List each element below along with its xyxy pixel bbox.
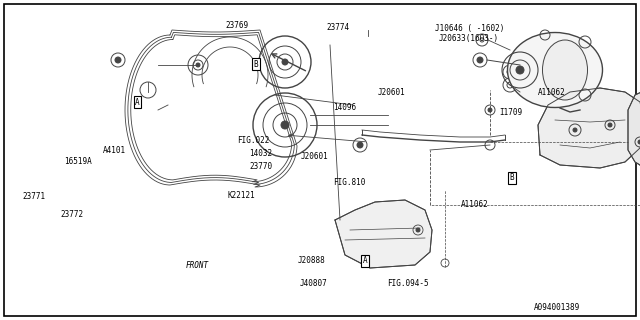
Text: B: B <box>509 173 515 182</box>
Circle shape <box>115 57 121 63</box>
Text: FIG.810: FIG.810 <box>333 178 365 187</box>
Circle shape <box>573 128 577 132</box>
Text: A: A <box>362 256 367 265</box>
Circle shape <box>416 228 420 232</box>
Text: 14096: 14096 <box>333 103 356 112</box>
Text: J20888: J20888 <box>298 256 325 265</box>
Text: I1709: I1709 <box>499 108 522 116</box>
Circle shape <box>516 66 524 74</box>
Circle shape <box>196 63 200 67</box>
Polygon shape <box>335 200 432 268</box>
Text: 23774: 23774 <box>326 23 349 32</box>
Polygon shape <box>628 88 640 175</box>
Circle shape <box>282 59 288 65</box>
Text: A11062: A11062 <box>538 88 565 97</box>
Text: 23771: 23771 <box>22 192 45 201</box>
Text: A094001389: A094001389 <box>534 303 580 312</box>
Circle shape <box>608 123 612 127</box>
Text: J40807: J40807 <box>300 279 327 288</box>
Text: J10646 ( -1602): J10646 ( -1602) <box>435 24 504 33</box>
Polygon shape <box>538 88 640 168</box>
Text: J20601: J20601 <box>301 152 328 161</box>
Circle shape <box>357 142 363 148</box>
Text: FRONT: FRONT <box>186 261 209 270</box>
Text: 16519A: 16519A <box>64 157 92 166</box>
Text: B: B <box>253 60 259 68</box>
Circle shape <box>638 140 640 144</box>
Text: 23770: 23770 <box>250 162 273 171</box>
Text: K22121: K22121 <box>227 191 255 200</box>
Text: A4101: A4101 <box>102 146 125 155</box>
Ellipse shape <box>543 40 588 100</box>
Circle shape <box>477 57 483 63</box>
Ellipse shape <box>508 33 602 108</box>
Text: 23772: 23772 <box>61 210 84 219</box>
Text: 23769: 23769 <box>225 21 248 30</box>
Circle shape <box>488 108 492 112</box>
Text: A11062: A11062 <box>461 200 488 209</box>
Text: 14032: 14032 <box>250 149 273 158</box>
Circle shape <box>281 121 289 129</box>
Text: FIG.022: FIG.022 <box>237 136 269 145</box>
Text: A: A <box>135 98 140 107</box>
Text: J20601: J20601 <box>378 88 405 97</box>
Text: FIG.094-5: FIG.094-5 <box>387 279 429 288</box>
Text: J20633(1603-): J20633(1603-) <box>438 34 499 43</box>
